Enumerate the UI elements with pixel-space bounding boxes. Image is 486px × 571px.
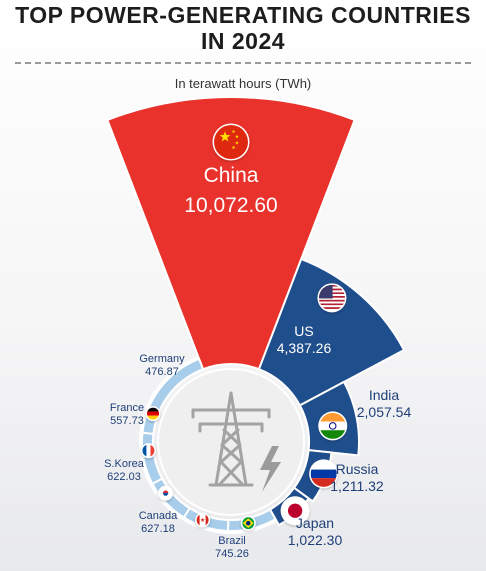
- value-label-india: 2,057.54: [357, 404, 412, 420]
- chart-subtitle: In terawatt hours (TWh): [174, 76, 312, 91]
- south-korea-flag-icon: [158, 485, 174, 501]
- flags-layer: [140, 123, 348, 531]
- value-label-japan: 1,022.30: [288, 532, 343, 548]
- value-label-brazil: 745.26: [215, 548, 249, 560]
- russia-flag-icon: [309, 459, 339, 489]
- value-label-us: 4,387.26: [277, 340, 332, 356]
- lightning-bolt-icon: [260, 446, 281, 492]
- japan-flag-icon: [280, 496, 310, 526]
- value-label-canada: 627.18: [141, 523, 175, 535]
- value-label-skorea: 622.03: [107, 471, 141, 483]
- germany-flag-icon: [145, 406, 161, 422]
- country-label-germany: Germany: [139, 353, 185, 365]
- country-label-japan: Japan: [296, 515, 334, 531]
- country-label-us: US: [294, 323, 313, 339]
- country-label-china: China: [204, 164, 259, 187]
- sector-china: [106, 96, 356, 371]
- france-flag-icon: [140, 443, 156, 459]
- chart-title-line-2: IN 2024: [200, 28, 286, 54]
- center-circle-inner: [159, 370, 303, 514]
- center-hub: [157, 368, 305, 516]
- power-pylon-icon: [191, 391, 271, 487]
- value-label-russia: 1,211.32: [330, 478, 384, 494]
- sectors-layer: [106, 96, 406, 535]
- country-label-skorea: S.Korea: [104, 458, 145, 470]
- title-divider: [15, 62, 471, 64]
- country-label-canada: Canada: [139, 510, 178, 522]
- value-label-germany: 476.87: [145, 366, 179, 378]
- country-label-brazil: Brazil: [218, 535, 246, 547]
- brazil-flag-icon: [240, 515, 256, 531]
- china-flag-icon: [212, 123, 250, 161]
- country-label-russia: Russia: [336, 461, 379, 477]
- value-label-china: 10,072.60: [184, 194, 277, 217]
- usa-flag-icon: [317, 283, 347, 313]
- country-label-india: India: [369, 387, 400, 403]
- canada-flag-icon: [195, 512, 211, 528]
- sector-us: [257, 257, 406, 407]
- value-label-france: 557.73: [110, 415, 144, 427]
- chart-title-line-1: TOP POWER-GENERATING COUNTRIES: [15, 2, 471, 28]
- country-label-france: France: [110, 402, 144, 414]
- india-flag-icon: [318, 411, 348, 441]
